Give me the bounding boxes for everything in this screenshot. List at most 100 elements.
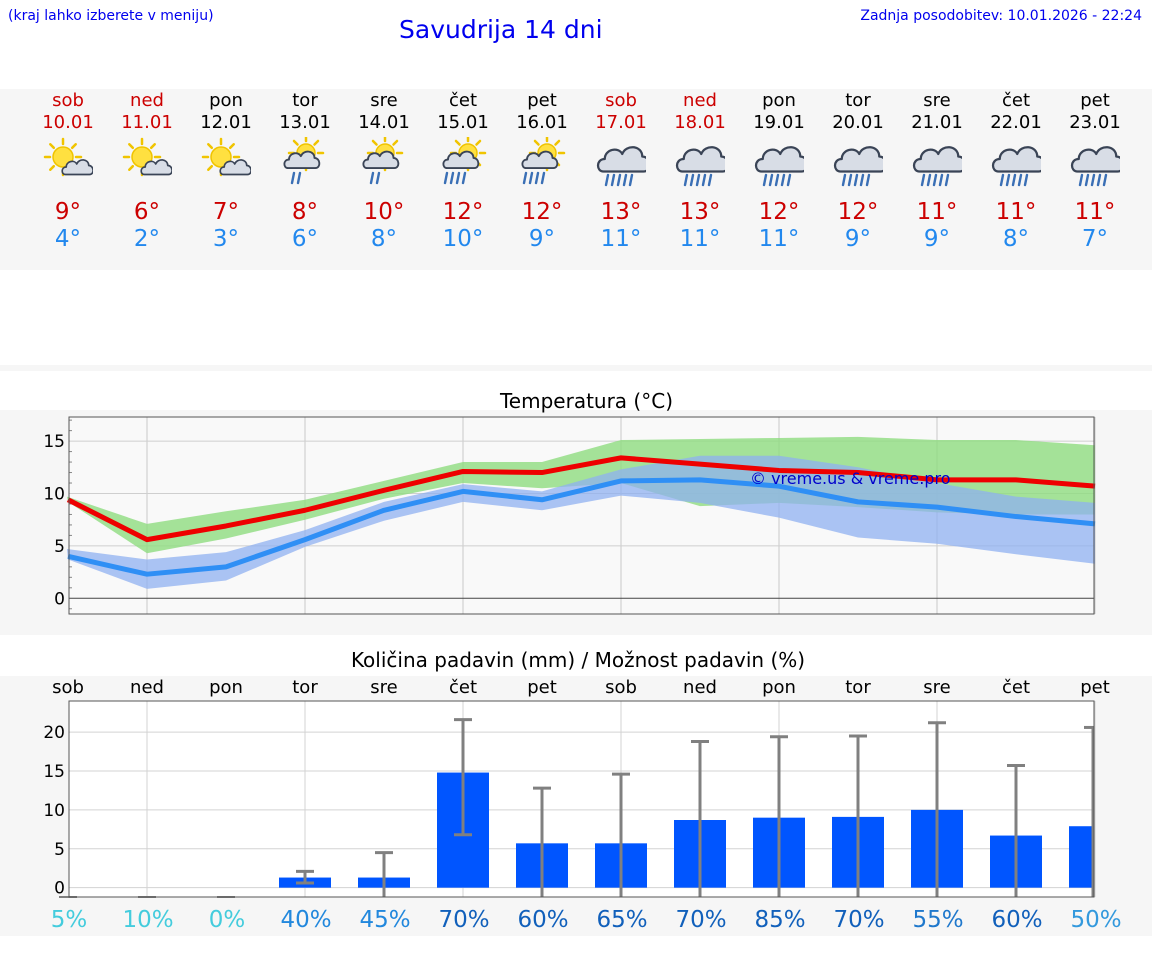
temp-chart-title: Temperatura (°C) [499,389,673,413]
day-name: pon [762,90,796,111]
temp-y-tick: 5 [54,537,65,557]
precip-bar [1069,826,1094,888]
precip-chance-label: 70% [675,907,726,933]
temp-min: 11° [600,226,642,252]
day-name: čet [448,90,478,111]
day-date: 18.01 [674,112,726,133]
day-name: sre [923,90,951,111]
precip-day-label: sre [923,677,950,698]
precip-chance-label: 70% [438,907,489,933]
divider [0,365,1152,371]
page-title: Savudrija 14 dni [399,15,603,44]
precip-day-label: tor [292,677,318,698]
precip-chance-label: 55% [912,907,963,933]
temp-min: 11° [758,226,800,252]
precip-day-label: sob [52,677,84,698]
precip-chance-label: 5% [51,907,88,933]
min-temp-line [67,477,1096,577]
day-name: pon [209,90,243,111]
day-date: 22.01 [990,112,1042,133]
precip-chance-label: 0% [209,907,246,933]
day-date: 19.01 [753,112,805,133]
temp-max: 13° [600,199,642,225]
precip-day-label: ned [683,677,717,698]
temp-max: 6° [133,199,161,225]
temp-plot-border [68,416,1095,615]
precip-day-label: pon [762,677,796,698]
precip-plot-border [68,700,1095,898]
day-name: ned [130,90,164,111]
temp-min: 3° [212,226,240,252]
temp-min: 10° [442,226,484,252]
max-temp-line [66,455,1096,543]
precip-chance-label: 65% [596,907,647,933]
precip-day-label: čet [1002,677,1030,698]
temp-min: 8° [370,226,398,252]
day-name: sre [370,90,398,111]
precip-chance-label: 50% [1070,907,1121,933]
temp-min: 6° [291,226,319,252]
temp-min: 9° [528,226,556,252]
day-date: 15.01 [437,112,489,133]
temp-max: 11° [1074,199,1116,225]
temp-min: 9° [844,226,872,252]
day-name: tor [292,90,318,111]
min-temp-range-band [67,455,1095,589]
precip-chance-label: 60% [991,907,1042,933]
day-date: 21.01 [911,112,963,133]
day-name: ned [683,90,717,111]
temp-min: 9° [923,226,951,252]
precip-day-label: sre [370,677,397,698]
day-date: 16.01 [516,112,568,133]
temp-max: 12° [521,199,563,225]
precip-day-label: sob [605,677,637,698]
precip-chance-label: 60% [517,907,568,933]
temp-min: 2° [133,226,161,252]
temp-min: 7° [1081,226,1109,252]
temp-y-tick: 10 [43,484,65,504]
temp-max: 8° [291,199,319,225]
precip-day-label: pet [527,677,557,698]
precip-day-label: pon [209,677,243,698]
last-update: Zadnja posodobitev: 10.01.2026 - 22:24 [860,8,1142,24]
precip-chance-label: 45% [359,907,410,933]
temp-y-tick: 0 [54,589,65,609]
day-date: 13.01 [279,112,331,133]
day-name: pet [527,90,557,111]
location-hint: (kraj lahko izberete v meniju) [8,8,214,24]
precip-day-label: čet [449,677,477,698]
temp-max: 13° [679,199,721,225]
daily-forecast-strip: sob 10.01 9° 4° ned 11.01 6° 2° pon 12.01 7° 3° tor 1… [0,89,1152,270]
day-date: 11.01 [121,112,173,133]
day-name: čet [1001,90,1031,111]
precip-day-label: pet [1080,677,1110,698]
temp-max: 12° [442,199,484,225]
temp-max: 10° [363,199,405,225]
precip-chance-label: 70% [833,907,884,933]
precip-chart-title: Količina padavin (mm) / Možnost padavin … [351,648,805,672]
day-name: tor [845,90,871,111]
day-date: 20.01 [832,112,884,133]
day-date: 17.01 [595,112,647,133]
precip-y-tick: 20 [43,723,65,743]
day-date: 10.01 [42,112,94,133]
precip-y-tick: 15 [43,762,65,782]
day-date: 12.01 [200,112,252,133]
precip-chance-label: 10% [122,907,173,933]
temp-max: 12° [837,199,879,225]
temp-min: 4° [54,226,82,252]
temp-max: 7° [212,199,240,225]
temp-max: 12° [758,199,800,225]
precip-day-label: ned [130,677,164,698]
precip-y-tick: 10 [43,801,65,821]
temp-max: 11° [916,199,958,225]
precip-day-label: tor [845,677,871,698]
day-name: sob [52,90,84,111]
day-date: 14.01 [358,112,410,133]
precip-y-tick: 5 [54,840,65,860]
day-date: 23.01 [1069,112,1121,133]
temp-min: 8° [1002,226,1030,252]
day-name: pet [1080,90,1110,111]
temp-min: 11° [679,226,721,252]
